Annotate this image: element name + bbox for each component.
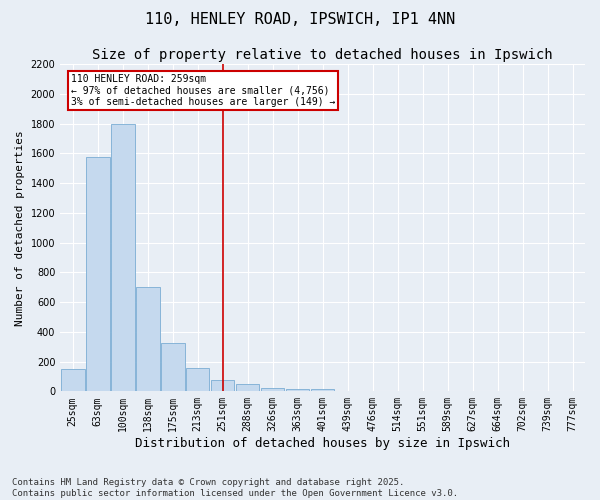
Text: Contains HM Land Registry data © Crown copyright and database right 2025.
Contai: Contains HM Land Registry data © Crown c… — [12, 478, 458, 498]
Bar — [261, 388, 284, 392]
Bar — [111, 124, 134, 392]
Bar — [161, 343, 185, 392]
Bar — [236, 384, 259, 392]
Bar — [211, 380, 235, 392]
Bar — [311, 389, 334, 392]
Bar — [286, 389, 310, 392]
X-axis label: Distribution of detached houses by size in Ipswich: Distribution of detached houses by size … — [135, 437, 510, 450]
Bar — [61, 369, 85, 392]
Text: 110, HENLEY ROAD, IPSWICH, IP1 4NN: 110, HENLEY ROAD, IPSWICH, IP1 4NN — [145, 12, 455, 28]
Bar — [136, 287, 160, 392]
Bar — [186, 368, 209, 392]
Bar — [86, 157, 110, 392]
Title: Size of property relative to detached houses in Ipswich: Size of property relative to detached ho… — [92, 48, 553, 62]
Bar — [336, 390, 359, 392]
Y-axis label: Number of detached properties: Number of detached properties — [15, 130, 25, 326]
Text: 110 HENLEY ROAD: 259sqm
← 97% of detached houses are smaller (4,756)
3% of semi-: 110 HENLEY ROAD: 259sqm ← 97% of detache… — [71, 74, 335, 107]
